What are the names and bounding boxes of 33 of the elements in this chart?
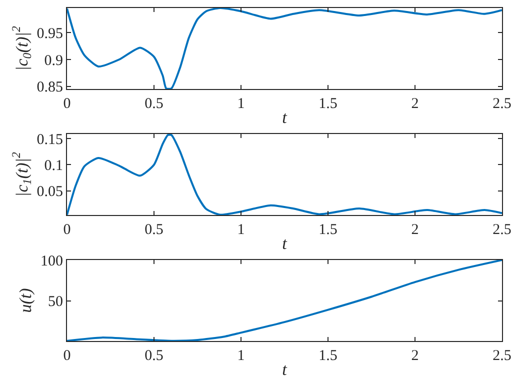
x-tick-label: 1 [237,222,245,238]
x-tick-label: 0 [63,222,71,238]
y-tick-label: 0.95 [36,26,63,42]
x-tick-label: 2 [411,222,419,238]
x-tick-label: 2.5 [492,96,512,112]
y-tick-label: 0.05 [36,184,63,200]
x-axis-title: t [282,108,288,127]
x-tick-label: 2.5 [492,222,512,238]
y-tick-label: 50 [48,294,63,310]
line-series [67,260,502,341]
x-tick-label: 1.5 [318,96,338,112]
y-tick-label: 0.15 [36,132,63,148]
x-tick-label: 0 [63,348,71,364]
x-tick-label: 2 [411,96,419,112]
line-series [67,134,502,215]
y-axis-title: u(t) [16,288,36,313]
y-tick-label: 0.9 [44,52,63,69]
x-tick-label: 0.5 [144,96,164,112]
x-tick-label: 0.5 [144,222,164,238]
x-tick-label: 0 [63,96,71,112]
x-tick-label: 2 [411,348,419,364]
y-tick-label: 0.1 [44,158,63,174]
x-axis-title: t [282,234,288,253]
y-tick-label: 0.85 [36,80,63,96]
x-axis-title: t [282,360,288,379]
x-tick-label: 1.5 [318,222,338,238]
x-tick-label: 1.5 [318,348,338,364]
x-tick-label: 2.5 [492,348,512,364]
line-series [67,8,502,89]
x-tick-label: 1 [237,96,245,112]
x-tick-label: 0.5 [144,348,164,364]
x-tick-label: 1 [237,348,245,364]
y-tick-label: 100 [40,253,63,270]
